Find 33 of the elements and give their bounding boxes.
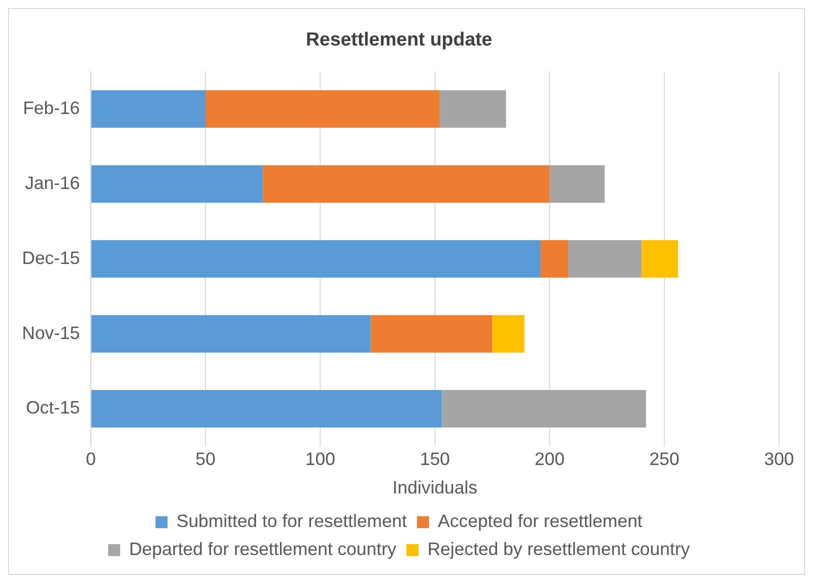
y-tick-label: Jan-16: [24, 172, 80, 193]
y-tick-label: Feb-16: [22, 98, 80, 118]
legend-label: Accepted for resettlement: [438, 511, 642, 532]
x-tick-label: 100: [305, 448, 336, 469]
y-tick-label: Oct-15: [26, 398, 80, 418]
x-tick-label: 150: [420, 448, 450, 469]
x-axis-title: Individuals: [392, 477, 478, 498]
x-tick-label: 200: [534, 448, 565, 469]
bar: [568, 240, 642, 278]
bar: [442, 390, 646, 428]
x-tick-label: 250: [649, 448, 680, 469]
bar: [91, 90, 206, 128]
bar: [262, 165, 550, 203]
bar: [91, 165, 263, 203]
x-tick-label: 300: [764, 448, 794, 469]
legend-label: Submitted to for resettlement: [176, 511, 407, 532]
bar: [370, 315, 492, 353]
x-tick-label: 50: [196, 448, 216, 469]
y-tick-label: Nov-15: [22, 322, 80, 343]
legend-label: Departed for resettlement country: [129, 539, 396, 560]
bar: [91, 390, 442, 428]
x-tick-label: 0: [86, 448, 96, 469]
bar: [206, 90, 440, 128]
bar: [440, 90, 506, 128]
bar: [641, 240, 678, 278]
bar: [91, 315, 371, 353]
bar: [492, 315, 524, 353]
bar: [540, 240, 568, 278]
chart-title: Resettlement update: [306, 30, 492, 51]
bar: [91, 240, 540, 278]
y-tick-label: Dec-15: [22, 248, 80, 268]
legend-label: Rejected by resettlement country: [427, 539, 690, 560]
bar: [550, 165, 605, 203]
